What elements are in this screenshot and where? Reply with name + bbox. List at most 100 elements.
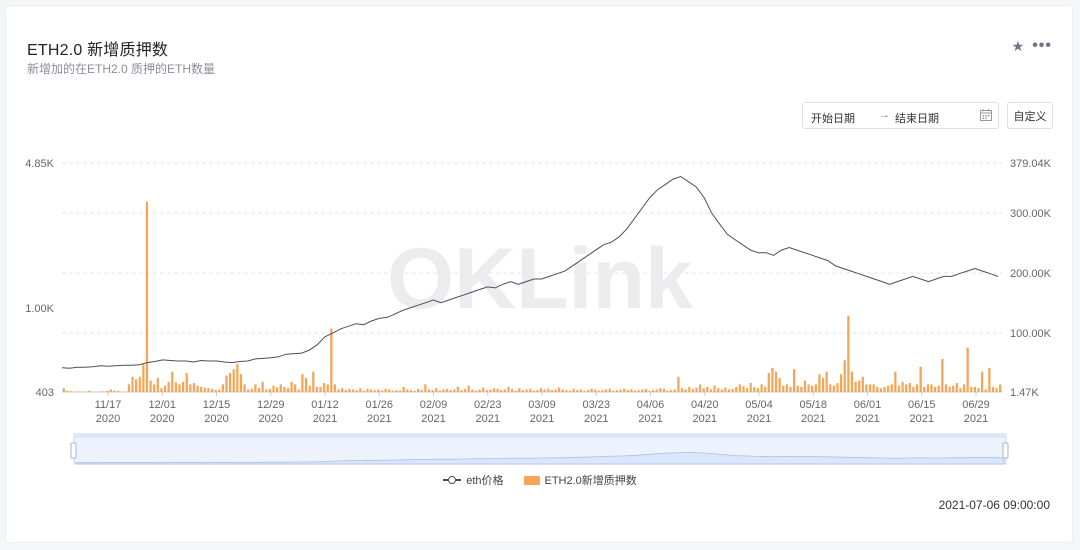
bar[interactable] xyxy=(402,386,405,393)
bar[interactable] xyxy=(243,384,246,392)
bar[interactable] xyxy=(500,390,503,392)
legend-item-staking[interactable]: ETH2.0新增质押数 xyxy=(523,472,637,488)
bar[interactable] xyxy=(778,378,781,392)
bar[interactable] xyxy=(297,389,300,392)
bar[interactable] xyxy=(930,384,933,392)
bar[interactable] xyxy=(261,381,264,392)
bar[interactable] xyxy=(160,388,163,392)
bar[interactable] xyxy=(275,387,279,392)
bar[interactable] xyxy=(424,384,427,392)
bar[interactable] xyxy=(539,388,543,392)
bar[interactable] xyxy=(597,390,600,392)
bar[interactable] xyxy=(767,372,770,392)
bar[interactable] xyxy=(677,376,680,392)
bar[interactable] xyxy=(908,383,911,392)
bar[interactable] xyxy=(644,388,647,392)
bar[interactable] xyxy=(485,390,488,392)
bar[interactable] xyxy=(590,388,593,392)
bar[interactable] xyxy=(724,387,727,392)
bar[interactable] xyxy=(391,390,394,392)
bar[interactable] xyxy=(174,382,177,392)
bar[interactable] xyxy=(713,385,716,392)
bar[interactable] xyxy=(348,388,351,392)
calendar-icon[interactable] xyxy=(980,109,992,121)
bar[interactable] xyxy=(178,384,181,392)
bar[interactable] xyxy=(821,378,825,392)
bar[interactable] xyxy=(449,390,452,392)
bar[interactable] xyxy=(792,369,796,392)
bar[interactable] xyxy=(937,385,940,392)
bar[interactable] xyxy=(662,388,666,392)
bar[interactable] xyxy=(62,388,65,392)
bar[interactable] xyxy=(503,389,506,392)
bar[interactable] xyxy=(319,386,322,393)
bar[interactable] xyxy=(366,388,369,392)
bar[interactable] xyxy=(69,391,73,392)
bar[interactable] xyxy=(474,390,478,392)
bar[interactable] xyxy=(395,390,398,392)
bar[interactable] xyxy=(641,389,644,392)
bar[interactable] xyxy=(745,388,749,392)
bar[interactable] xyxy=(409,390,412,392)
bar[interactable] xyxy=(952,385,955,392)
bar[interactable] xyxy=(706,386,709,393)
bar[interactable] xyxy=(438,390,441,392)
bar[interactable] xyxy=(431,390,434,392)
bar[interactable] xyxy=(583,390,586,392)
bar[interactable] xyxy=(554,389,557,392)
bar[interactable] xyxy=(221,384,224,392)
bar[interactable] xyxy=(214,390,217,392)
start-date-input[interactable]: 开始日期 xyxy=(811,113,855,125)
bar[interactable] xyxy=(153,384,156,392)
bar[interactable] xyxy=(868,384,872,392)
bar[interactable] xyxy=(369,389,373,392)
bar[interactable] xyxy=(796,385,799,392)
bar[interactable] xyxy=(279,384,282,392)
bar[interactable] xyxy=(427,389,431,392)
bar[interactable] xyxy=(333,384,337,392)
bar[interactable] xyxy=(738,384,741,392)
bar[interactable] xyxy=(445,388,449,392)
end-date-input[interactable]: 结束日期 xyxy=(895,113,939,125)
bar[interactable] xyxy=(615,390,619,392)
bar[interactable] xyxy=(977,388,980,392)
bar[interactable] xyxy=(156,378,159,392)
bar[interactable] xyxy=(966,347,969,392)
bar[interactable] xyxy=(265,389,268,392)
bar[interactable] xyxy=(344,390,347,392)
bar[interactable] xyxy=(774,371,778,392)
bar[interactable] xyxy=(218,389,221,392)
bar[interactable] xyxy=(149,380,152,392)
bar[interactable] xyxy=(858,380,861,392)
bar[interactable] xyxy=(138,376,141,392)
bar[interactable] xyxy=(995,388,998,392)
bar[interactable] xyxy=(308,385,311,392)
bar[interactable] xyxy=(380,390,384,392)
bar[interactable] xyxy=(536,390,539,392)
bar[interactable] xyxy=(351,389,355,392)
bar[interactable] xyxy=(915,384,919,392)
date-range-picker[interactable]: 开始日期 → 结束日期 xyxy=(802,102,999,129)
bar[interactable] xyxy=(962,384,966,392)
bar[interactable] xyxy=(471,389,474,392)
bar[interactable] xyxy=(322,383,326,392)
bar[interactable] xyxy=(460,390,463,392)
bar[interactable] xyxy=(814,384,817,392)
bar[interactable] xyxy=(807,384,810,392)
bar[interactable] xyxy=(181,381,185,392)
bar[interactable] xyxy=(691,388,694,392)
bar[interactable] xyxy=(897,385,901,392)
bar[interactable] xyxy=(941,359,944,392)
bar[interactable] xyxy=(283,386,286,393)
bar[interactable] xyxy=(651,390,655,392)
bar[interactable] xyxy=(200,386,203,393)
bar[interactable] xyxy=(912,386,915,393)
bar[interactable] xyxy=(684,389,687,392)
bar[interactable] xyxy=(467,385,470,392)
bar[interactable] xyxy=(84,391,87,392)
bar[interactable] xyxy=(102,391,105,392)
bar[interactable] xyxy=(800,386,803,393)
bar[interactable] xyxy=(77,391,80,392)
bar[interactable] xyxy=(861,376,864,392)
bar[interactable] xyxy=(648,390,651,392)
